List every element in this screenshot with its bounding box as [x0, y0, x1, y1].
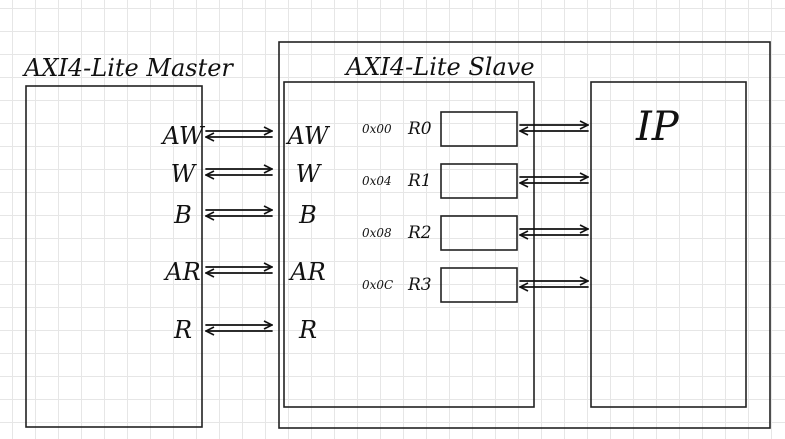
master-channel-b: B [173, 201, 192, 229]
slave-title: AXI4-Lite Slave [344, 53, 535, 81]
register-address-r0: 0x00 [362, 122, 392, 136]
master-channel-w: W [171, 160, 198, 188]
master-title: AXI4-Lite Master [22, 54, 234, 82]
master-channel-aw: AW [160, 122, 205, 150]
register-box-r1 [441, 164, 517, 198]
slave-channel-w: W [296, 160, 323, 188]
register-name-r2: R2 [407, 223, 432, 243]
master-channel-r: R [173, 316, 192, 344]
register-name-r3: R3 [407, 275, 432, 295]
ip-label: IP [635, 104, 680, 150]
slave-channel-b: B [298, 201, 317, 229]
register-name-r0: R0 [407, 119, 432, 139]
slave-channel-ar: AR [288, 258, 325, 286]
register-address-r2: 0x08 [362, 226, 392, 240]
master-channel-ar: AR [163, 258, 200, 286]
register-address-r1: 0x04 [362, 174, 392, 188]
slave-channel-aw: AW [285, 122, 330, 150]
register-box-r0 [441, 112, 517, 146]
register-box-r3 [441, 268, 517, 302]
register-box-r2 [441, 216, 517, 250]
register-name-r1: R1 [407, 171, 432, 191]
register-group: 0x00 R0 0x04 R1 0x08 R2 0x0C R3 [362, 112, 588, 302]
channel-group: AW AWW WB BAR ARR R [160, 122, 330, 344]
slave-channel-r: R [298, 316, 317, 344]
register-address-r3: 0x0C [362, 278, 393, 292]
